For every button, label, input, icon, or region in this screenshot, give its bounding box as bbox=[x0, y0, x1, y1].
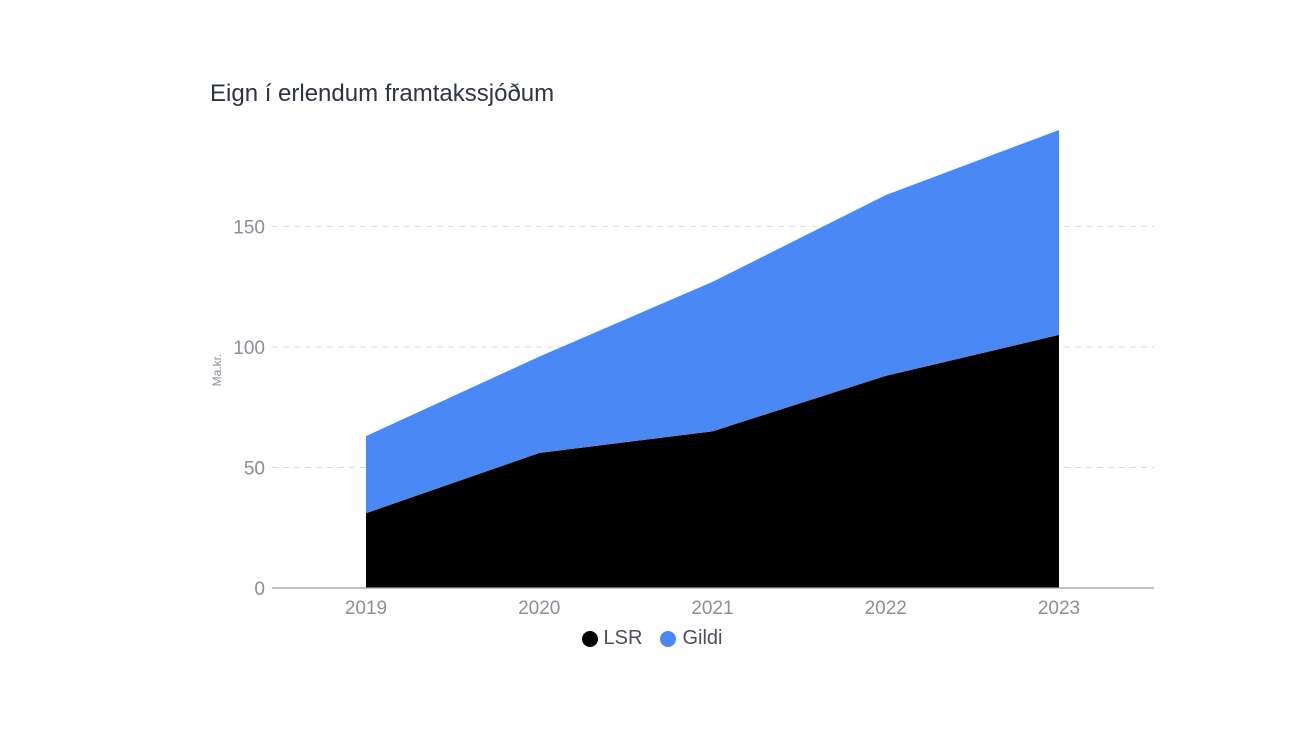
x-tick-label: 2019 bbox=[345, 598, 387, 619]
legend-item-lsr[interactable]: LSR bbox=[581, 627, 643, 650]
x-tick-label: 2022 bbox=[865, 598, 907, 619]
area-gildi bbox=[366, 130, 1059, 514]
y-tick-label: 50 bbox=[244, 458, 265, 479]
x-tick-label: 2020 bbox=[518, 598, 560, 619]
area-series bbox=[366, 130, 1059, 588]
y-tick-labels: 0 50 100 150 bbox=[233, 217, 265, 600]
legend-label: Gildi bbox=[682, 627, 723, 649]
y-axis-label: Ma.kr. bbox=[210, 354, 224, 387]
y-tick-label: 100 bbox=[233, 338, 265, 359]
legend-dot-icon bbox=[581, 630, 598, 647]
legend: LSR Gildi bbox=[0, 627, 1304, 650]
chart-title: Eign í erlendum framtakssjóðum bbox=[210, 80, 555, 107]
area-lsr bbox=[366, 334, 1059, 588]
x-tick-labels: 2019 2020 2021 2022 2023 bbox=[345, 598, 1080, 619]
y-tick-label: 150 bbox=[233, 217, 265, 238]
legend-item-gildi[interactable]: Gildi bbox=[660, 627, 722, 650]
y-tick-label: 0 bbox=[254, 579, 265, 600]
legend-label: LSR bbox=[603, 627, 643, 649]
x-tick-label: 2023 bbox=[1038, 598, 1080, 619]
x-tick-label: 2021 bbox=[691, 598, 733, 619]
legend-dot-icon bbox=[660, 630, 677, 647]
